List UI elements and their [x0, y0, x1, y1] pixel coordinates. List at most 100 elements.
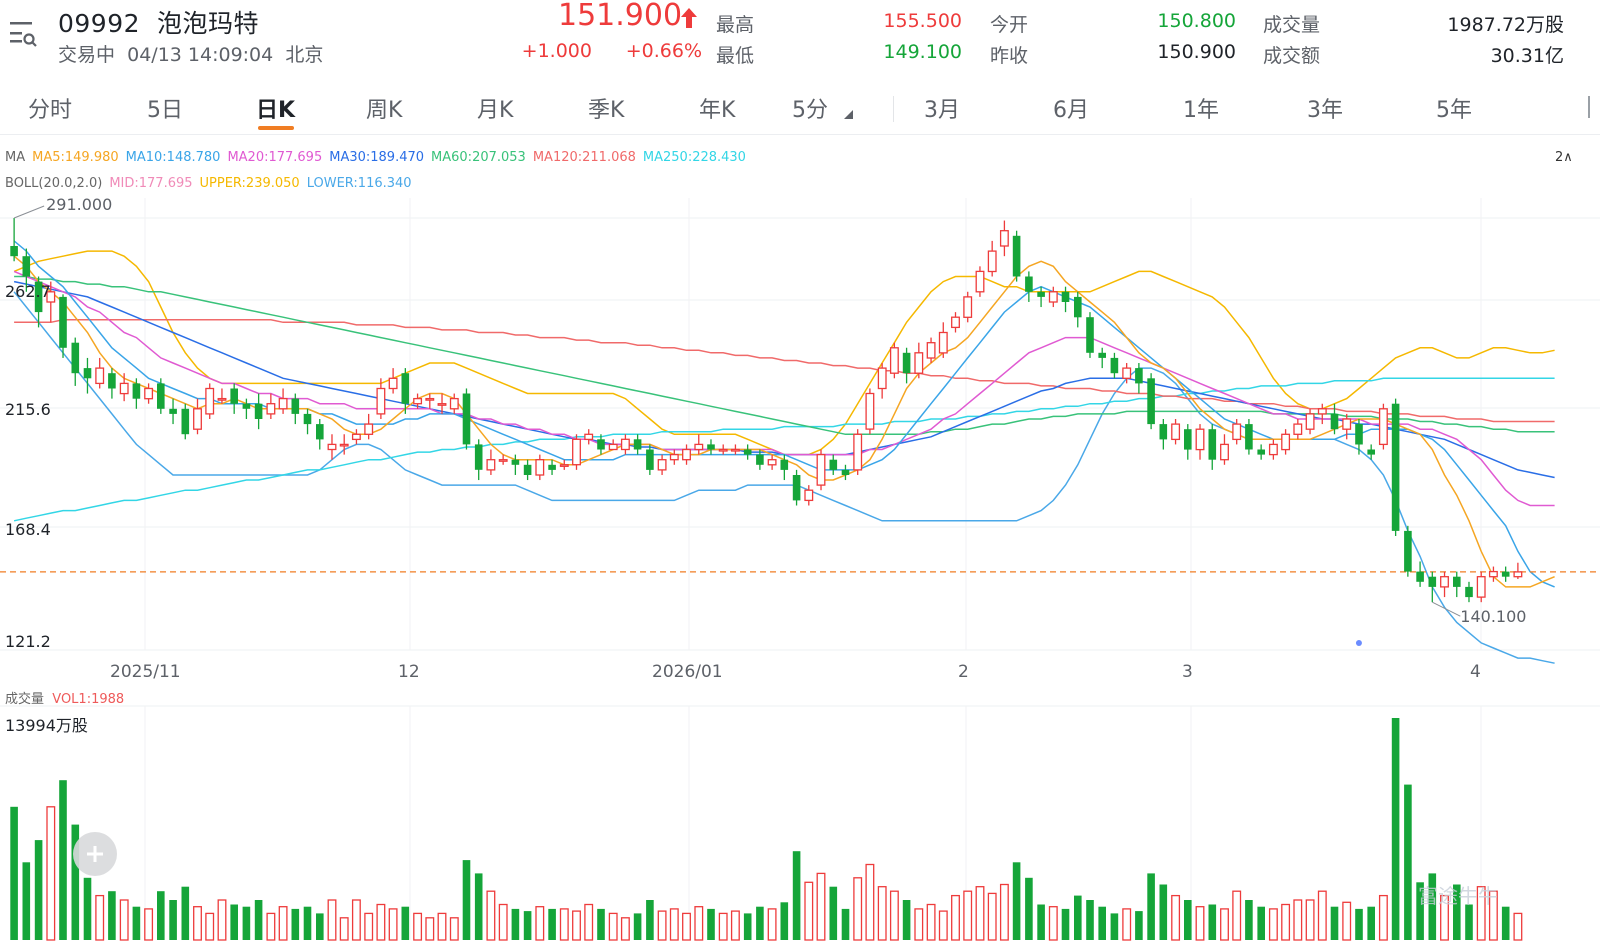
candle-body	[181, 408, 190, 435]
volume-bar	[718, 912, 728, 941]
dropdown-triangle-icon[interactable]	[842, 108, 854, 120]
volume-bar	[1257, 906, 1265, 940]
tabs-more-icon[interactable]	[1584, 96, 1594, 118]
volume-legend[interactable]: 成交量 VOL1:1988	[5, 688, 124, 707]
candle-body	[620, 438, 630, 451]
volume-bar	[657, 910, 667, 941]
tab-intraday[interactable]: 分时	[28, 98, 73, 123]
volume-bar	[425, 917, 435, 941]
candle-body	[1098, 352, 1106, 358]
indicator-collapse-button[interactable]: 2∧	[1555, 150, 1573, 165]
volume-bar	[1281, 903, 1291, 941]
candle-body	[1330, 413, 1339, 430]
volume-bar	[1220, 908, 1229, 941]
candle-body	[425, 397, 435, 401]
candle-body	[1195, 428, 1205, 451]
tab-5min[interactable]: 5分	[792, 98, 828, 123]
candle-body	[1257, 449, 1265, 455]
candle-body	[1476, 576, 1486, 598]
volume-bar	[46, 806, 56, 941]
candle-body	[486, 459, 496, 471]
menu-list-icon[interactable]	[8, 18, 38, 52]
volume-bar	[10, 806, 18, 940]
tab-3year[interactable]: 3年	[1307, 98, 1343, 123]
low-value: 149.100	[883, 41, 962, 63]
min-annotation-leader	[1432, 601, 1461, 617]
volume-bar	[132, 906, 141, 940]
candle-body	[230, 388, 238, 404]
candle-body	[413, 397, 423, 405]
high-value: 155.500	[883, 10, 962, 32]
volume-bar	[1147, 873, 1155, 940]
volume-bar	[572, 910, 581, 941]
ma-legend[interactable]: MA MA5:149.980 MA10:148.780 MA20:177.695 MA3…	[5, 150, 760, 165]
volume-bar	[523, 911, 532, 940]
tab-quarterly-k[interactable]: 季K	[588, 98, 625, 123]
volume-bar	[853, 877, 863, 941]
candle-body	[59, 296, 67, 348]
candle-body	[877, 367, 887, 390]
volume-bar	[1355, 908, 1363, 940]
candle-body	[669, 453, 679, 461]
candle-body	[83, 368, 92, 379]
tab-6month[interactable]: 6月	[1053, 98, 1089, 123]
volume-bar	[816, 872, 826, 941]
candle-body	[792, 475, 801, 501]
volume-bar	[730, 910, 740, 941]
volume-bar	[620, 917, 630, 941]
candle-body	[119, 382, 129, 395]
candle-body	[303, 413, 312, 425]
volume-bar	[694, 906, 704, 941]
candle-body	[694, 443, 704, 451]
volume-bar	[1305, 899, 1315, 941]
tab-daily-k[interactable]: 日K	[256, 98, 296, 123]
tab-3month[interactable]: 3月	[924, 98, 960, 123]
volume-bar	[743, 913, 752, 940]
candle-body	[1135, 368, 1143, 384]
candle-body	[816, 453, 826, 486]
volume-bar	[1465, 904, 1473, 940]
tab-yearly-k[interactable]: 年K	[699, 98, 736, 123]
x-axis-tick-label: 3	[1182, 662, 1193, 682]
tab-monthly-k[interactable]: 月K	[477, 98, 514, 123]
candle-body	[1184, 429, 1192, 450]
volume-bar	[169, 900, 177, 940]
volume-bar	[291, 908, 300, 940]
volume-bar	[597, 908, 605, 940]
volume-bar	[1208, 904, 1217, 940]
max-annotation-leader	[13, 205, 45, 219]
volume-bar	[975, 886, 985, 941]
candle-body	[584, 433, 594, 441]
zoom-in-button[interactable]	[73, 832, 117, 876]
candle-body	[34, 281, 43, 313]
tab-weekly-k[interactable]: 周K	[366, 98, 403, 123]
volume-bar	[1171, 894, 1181, 941]
candle-body	[1061, 291, 1070, 302]
ma30-line	[13, 280, 1555, 479]
volume-bar	[1061, 908, 1070, 940]
volume-value: 1987.72万股	[1447, 14, 1564, 36]
vol1-value: VOL1:1988	[52, 692, 125, 707]
volume-bar	[339, 917, 349, 941]
volume-bar	[1232, 890, 1242, 941]
candle-body	[1501, 571, 1510, 577]
candle-body	[1293, 423, 1303, 435]
candle-body	[364, 423, 374, 435]
candle-body	[46, 291, 56, 303]
candle-body	[829, 459, 838, 470]
tab-1year[interactable]: 1年	[1183, 98, 1219, 123]
prev-close-label: 昨收	[990, 45, 1029, 67]
candle-body	[1025, 276, 1033, 292]
ma-legend-item: MA250:228.430	[642, 150, 746, 165]
candle-body	[376, 387, 386, 415]
volume-bar	[376, 903, 386, 941]
tab-5day[interactable]: 5日	[147, 98, 183, 123]
volume-bar	[926, 903, 936, 941]
tab-5year[interactable]: 5年	[1436, 98, 1472, 123]
candle-body	[157, 383, 165, 409]
volume-bar	[278, 906, 288, 941]
boll-legend[interactable]: BOLL(20.0,2.0) MID:177.695 UPPER:239.050 LO…	[5, 176, 426, 191]
volume-bar	[119, 899, 129, 941]
volume-bar	[157, 891, 165, 940]
